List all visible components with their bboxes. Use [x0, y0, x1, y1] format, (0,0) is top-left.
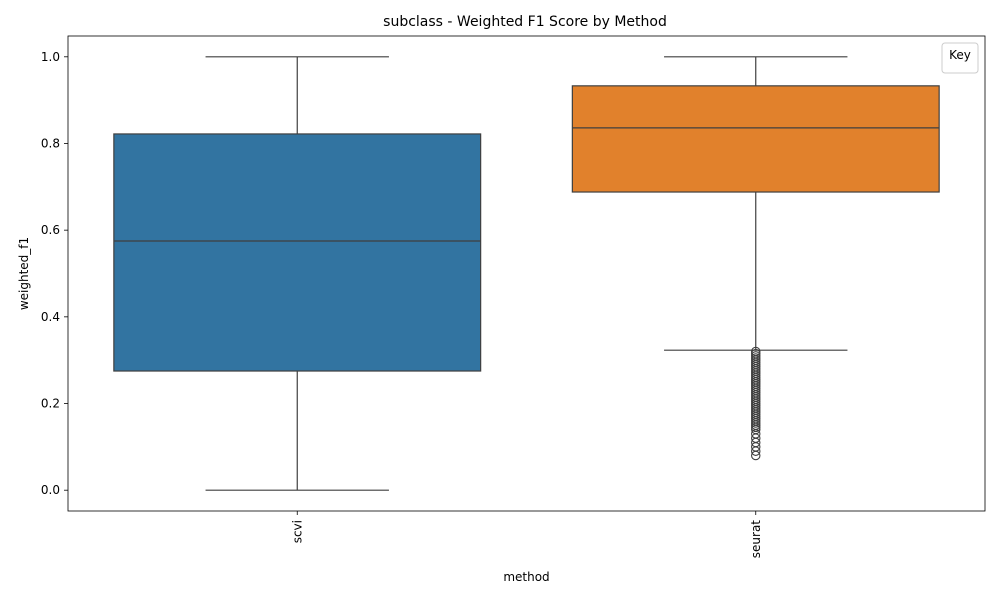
legend-title: Key — [949, 48, 971, 62]
box-group-scvi — [113, 56, 482, 491]
x-axis-title: method — [503, 570, 549, 584]
chart-title: subclass - Weighted F1 Score by Method — [383, 14, 667, 30]
y-tick-label: 0.2 — [41, 397, 60, 411]
legend-box — [941, 42, 979, 74]
y-tick-label: 0.4 — [41, 310, 60, 324]
iqr-box — [571, 85, 940, 193]
plot-frame — [67, 35, 986, 512]
x-axis: scvi seurat — [290, 511, 763, 558]
y-tick-label: 0.8 — [41, 136, 60, 150]
y-axis: 0.0 0.2 0.4 0.6 0.8 1.0 — [41, 50, 68, 497]
iqr-box — [113, 133, 482, 372]
x-tick-label-scvi: scvi — [290, 520, 304, 543]
y-tick-label: 1.0 — [41, 50, 60, 64]
plot-area — [113, 56, 940, 491]
outlier-point — [750, 450, 761, 461]
y-tick-label: 0.0 — [41, 483, 60, 497]
box-group-seurat — [571, 56, 940, 461]
x-tick-label-seurat: seurat — [749, 520, 763, 559]
outlier-point — [750, 446, 761, 456]
y-axis-title: weighted_f1 — [17, 237, 31, 310]
legend: Key — [941, 42, 979, 74]
y-tick-label: 0.6 — [41, 223, 60, 237]
